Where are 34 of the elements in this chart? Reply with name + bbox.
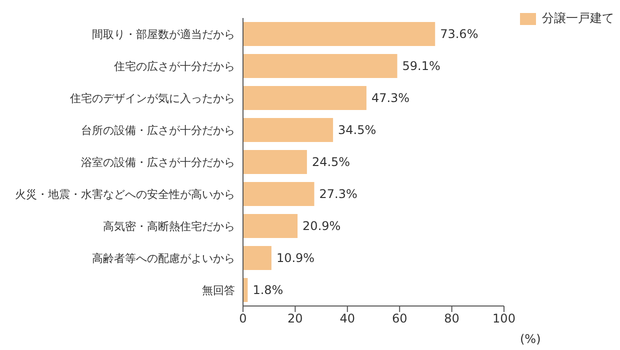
data-label: 10.9% [276,251,315,266]
y-tick-label: 住宅の広さが十分だから [114,60,235,73]
y-tick-label: 高気密・高断熱住宅だから [103,220,235,233]
data-label: 24.5% [312,155,350,170]
x-tick-label: 0 [239,312,247,326]
data-label: 27.3% [319,187,358,202]
x-tick-label: 80 [444,312,460,326]
x-tick-label: 60 [392,312,408,326]
data-label: 34.5% [338,123,376,138]
x-tick-label: 40 [340,312,356,326]
y-tick-label: 住宅のデザインが気に入ったから [70,92,235,105]
x-axis-title: (%) [520,332,541,346]
bar [243,214,298,238]
x-tick-label: 100 [492,312,516,326]
y-tick-label: 高齢者等への配慮がよいから [92,252,235,265]
bar [243,118,334,142]
bar [243,182,314,206]
legend-label: 分譲一戸建て [542,10,614,27]
data-label: 1.8% [252,283,284,298]
y-tick-label: 無回答 [202,284,235,297]
data-label: 59.1% [402,59,440,74]
bar [243,54,398,78]
y-tick-label: 火災・地震・水害などへの安全性が高いから [15,188,235,201]
x-tick-label: 20 [288,312,303,326]
data-label: 73.6% [440,27,478,42]
data-label: 20.9% [302,219,341,234]
bar [243,150,307,174]
y-tick-label: 浴室の設備・広さが十分だから [81,156,235,169]
bar [243,22,436,46]
y-tick-label: 間取り・部屋数が適当だから [92,28,235,41]
bar [243,86,366,110]
data-label: 47.3% [371,91,410,106]
y-tick-label: 台所の設備・広さが十分だから [81,124,235,137]
bar [243,246,272,270]
